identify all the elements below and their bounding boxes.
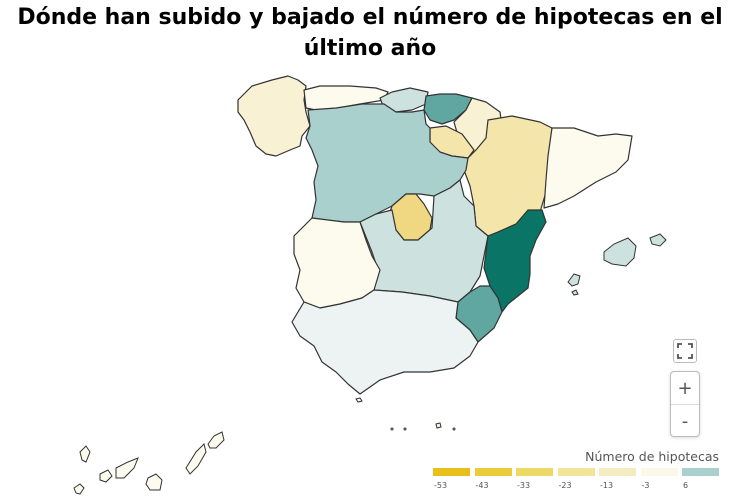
legend-label: -33 — [517, 481, 531, 490]
legend-swatch — [474, 468, 512, 476]
region-andalucia[interactable] — [291, 289, 479, 395]
legend-label: -53 — [434, 481, 448, 490]
region-formentera[interactable] — [571, 289, 579, 296]
legend-swatch — [640, 468, 678, 476]
zoom-out-button[interactable]: - — [671, 404, 699, 437]
legend-swatch — [682, 468, 719, 476]
region-galicia[interactable] — [237, 75, 311, 157]
region-la-palma[interactable] — [79, 445, 91, 463]
region-el-hierro[interactable] — [73, 483, 85, 495]
legend-label: -3 — [641, 481, 650, 490]
islet-3 — [452, 427, 456, 431]
expand-icon — [677, 343, 693, 359]
legend-swatch — [599, 468, 636, 476]
region-cataluna[interactable] — [543, 127, 633, 209]
region-fuerteventura[interactable] — [185, 443, 207, 475]
zoom-controls: + - — [670, 371, 700, 437]
region-la-gomera[interactable] — [99, 469, 113, 483]
legend-label: -23 — [558, 481, 572, 490]
legend-swatch — [557, 468, 595, 476]
region-ceuta[interactable] — [355, 397, 363, 403]
legend-label: -43 — [475, 481, 489, 490]
legend-swatch — [433, 468, 470, 476]
legend-swatch — [516, 468, 553, 476]
region-menorca[interactable] — [649, 233, 667, 247]
region-ibiza[interactable] — [567, 273, 581, 287]
map-title: Dónde han subido y bajado el número de h… — [17, 5, 723, 61]
legend-label: 6 — [683, 481, 689, 490]
region-lanzarote[interactable] — [207, 431, 225, 449]
zoom-in-button[interactable]: + — [677, 377, 693, 399]
legend-title: Número de hipotecas — [585, 449, 719, 464]
region-gran-canaria[interactable] — [145, 473, 163, 491]
fullscreen-button[interactable] — [673, 339, 697, 363]
region-pais-vasco[interactable] — [423, 93, 473, 125]
islet-2 — [403, 427, 407, 431]
legend-label: -13 — [600, 481, 614, 490]
region-tenerife[interactable] — [115, 457, 139, 479]
region-mallorca[interactable] — [603, 237, 637, 267]
islet-1 — [390, 427, 394, 431]
region-melilla[interactable] — [435, 422, 442, 429]
